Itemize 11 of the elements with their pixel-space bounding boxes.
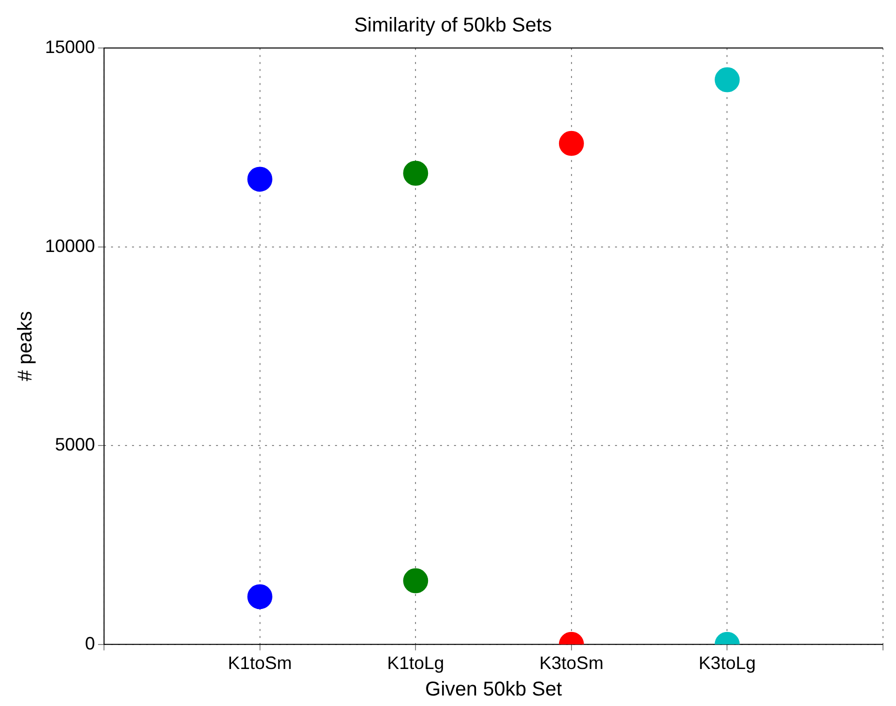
x-tick-label: K3toSm <box>539 653 604 674</box>
x-tick-label: K1toLg <box>387 653 444 674</box>
y-tick-label: 0 <box>85 633 96 654</box>
y-tick-label: 10000 <box>44 236 96 256</box>
y-tick-label: 5000 <box>55 434 96 455</box>
x-axis-title: Given 50kb Set <box>425 678 562 701</box>
y-tick-label: 15000 <box>44 36 96 57</box>
x-tick-label: K3toLg <box>698 653 756 674</box>
x-tick-label: K1toSm <box>228 653 292 674</box>
y-axis-title: # peaks <box>14 311 37 382</box>
chart-title: Similarity of 50kb Sets <box>354 14 552 37</box>
